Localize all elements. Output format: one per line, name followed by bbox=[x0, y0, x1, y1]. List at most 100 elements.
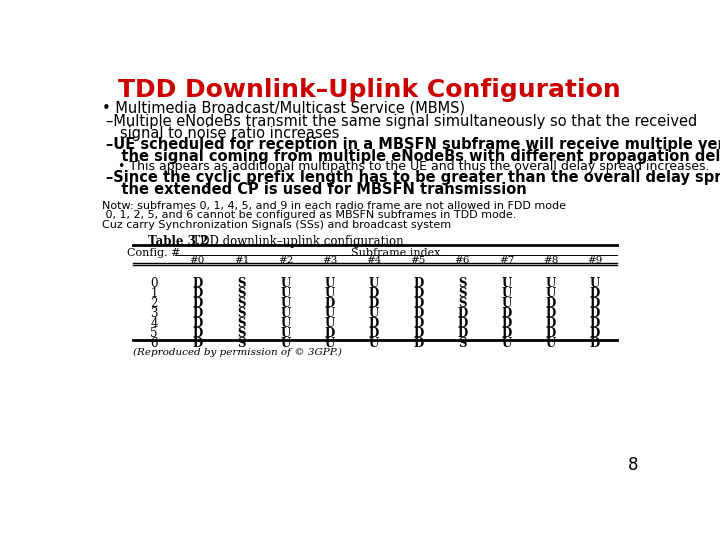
Text: U: U bbox=[281, 287, 291, 300]
Text: • Multimedia Broadcast/Multicast Service (MBMS): • Multimedia Broadcast/Multicast Service… bbox=[102, 101, 464, 116]
Text: S: S bbox=[238, 278, 246, 291]
Text: 0: 0 bbox=[150, 278, 158, 291]
Text: #7: #7 bbox=[499, 256, 514, 265]
Text: 4: 4 bbox=[150, 318, 158, 330]
Text: D: D bbox=[369, 298, 379, 310]
Text: #4: #4 bbox=[366, 256, 382, 265]
Text: U: U bbox=[325, 287, 335, 300]
Text: S: S bbox=[238, 287, 246, 300]
Text: U: U bbox=[281, 318, 291, 330]
Text: 3: 3 bbox=[150, 307, 158, 320]
Text: D: D bbox=[413, 287, 423, 300]
Text: U: U bbox=[501, 278, 512, 291]
Text: D: D bbox=[590, 307, 600, 320]
Text: 1: 1 bbox=[150, 287, 158, 300]
Text: U: U bbox=[325, 278, 335, 291]
Text: D: D bbox=[590, 338, 600, 350]
Text: S: S bbox=[238, 327, 246, 340]
Text: D: D bbox=[457, 318, 467, 330]
Text: 8: 8 bbox=[628, 456, 639, 475]
Text: D: D bbox=[192, 298, 202, 310]
Text: #2: #2 bbox=[278, 256, 293, 265]
Text: D: D bbox=[413, 278, 423, 291]
Text: S: S bbox=[238, 307, 246, 320]
Text: D: D bbox=[546, 298, 556, 310]
Text: D: D bbox=[369, 327, 379, 340]
Text: S: S bbox=[458, 278, 467, 291]
Text: U: U bbox=[501, 338, 512, 350]
Text: 0, 1, 2, 5, and 6 cannot be configured as MBSFN subframes in TDD mode.: 0, 1, 2, 5, and 6 cannot be configured a… bbox=[102, 211, 516, 220]
Text: D: D bbox=[501, 318, 512, 330]
Text: D: D bbox=[457, 327, 467, 340]
Text: S: S bbox=[238, 318, 246, 330]
Text: U: U bbox=[369, 307, 379, 320]
Text: S: S bbox=[238, 338, 246, 350]
Text: Notw: subframes 0, 1, 4, 5, and 9 in each radio frame are not allowed in FDD mod: Notw: subframes 0, 1, 4, 5, and 9 in eac… bbox=[102, 201, 566, 211]
Text: U: U bbox=[281, 298, 291, 310]
Text: D: D bbox=[192, 327, 202, 340]
Text: D: D bbox=[590, 287, 600, 300]
Text: #1: #1 bbox=[234, 256, 249, 265]
Text: U: U bbox=[369, 338, 379, 350]
Text: D: D bbox=[457, 307, 467, 320]
Text: D: D bbox=[590, 318, 600, 330]
Text: U: U bbox=[325, 307, 335, 320]
Text: the extended CP is used for MBSFN transmission: the extended CP is used for MBSFN transm… bbox=[106, 182, 526, 197]
Text: D: D bbox=[369, 318, 379, 330]
Text: #8: #8 bbox=[543, 256, 559, 265]
Text: S: S bbox=[458, 338, 467, 350]
Text: D: D bbox=[369, 287, 379, 300]
Text: S: S bbox=[458, 287, 467, 300]
Text: U: U bbox=[281, 307, 291, 320]
Text: #5: #5 bbox=[410, 256, 426, 265]
Text: the signal coming from multiple eNodeBs with different propagation delays: the signal coming from multiple eNodeBs … bbox=[106, 148, 720, 164]
Text: U: U bbox=[546, 338, 556, 350]
Text: U: U bbox=[546, 278, 556, 291]
Text: D: D bbox=[325, 298, 335, 310]
Text: U: U bbox=[325, 338, 335, 350]
Text: D: D bbox=[501, 307, 512, 320]
Text: signal to noise ratio increases: signal to noise ratio increases bbox=[106, 126, 339, 140]
Text: Subframe index: Subframe index bbox=[351, 248, 441, 258]
Text: Table 3.2: Table 3.2 bbox=[148, 235, 208, 248]
Text: 6: 6 bbox=[150, 338, 158, 350]
Text: U: U bbox=[546, 287, 556, 300]
Text: D: D bbox=[325, 327, 335, 340]
Text: D: D bbox=[192, 287, 202, 300]
Text: D: D bbox=[546, 307, 556, 320]
Text: D: D bbox=[192, 318, 202, 330]
Text: U: U bbox=[501, 287, 512, 300]
Text: (Reproduced by permission of © 3GPP.): (Reproduced by permission of © 3GPP.) bbox=[132, 347, 341, 356]
Text: D: D bbox=[413, 338, 423, 350]
Text: –Since the cyclic prefix length has to be greater than the overall delay spread,: –Since the cyclic prefix length has to b… bbox=[106, 170, 720, 185]
Text: #6: #6 bbox=[455, 256, 470, 265]
Text: 2: 2 bbox=[150, 298, 158, 310]
Text: S: S bbox=[238, 298, 246, 310]
Text: U: U bbox=[325, 318, 335, 330]
Text: D: D bbox=[413, 298, 423, 310]
Text: #9: #9 bbox=[588, 256, 603, 265]
Text: S: S bbox=[458, 298, 467, 310]
Text: D: D bbox=[546, 327, 556, 340]
Text: D: D bbox=[413, 307, 423, 320]
Text: #0: #0 bbox=[189, 256, 205, 265]
Text: –UE scheduled for reception in a MBSFN subframe will receive multiple versions o: –UE scheduled for reception in a MBSFN s… bbox=[106, 137, 720, 152]
Text: U: U bbox=[501, 298, 512, 310]
Text: Cuz carry Synchronization Signals (SSs) and broadcast system: Cuz carry Synchronization Signals (SSs) … bbox=[102, 220, 451, 229]
Text: U: U bbox=[590, 278, 600, 291]
Text: D: D bbox=[192, 307, 202, 320]
Text: –Multiple eNodeBs transmit the same signal simultaneously so that the received: –Multiple eNodeBs transmit the same sign… bbox=[106, 114, 697, 129]
Text: D: D bbox=[590, 327, 600, 340]
Text: 5: 5 bbox=[150, 327, 158, 340]
Text: U: U bbox=[281, 278, 291, 291]
Text: D: D bbox=[413, 318, 423, 330]
Text: D: D bbox=[192, 338, 202, 350]
Text: D: D bbox=[501, 327, 512, 340]
Text: D: D bbox=[413, 327, 423, 340]
Text: U: U bbox=[281, 338, 291, 350]
Text: TDD Downlink–Uplink Configuration: TDD Downlink–Uplink Configuration bbox=[117, 78, 621, 102]
Text: D: D bbox=[546, 318, 556, 330]
Text: TDD downlink–uplink configuration: TDD downlink–uplink configuration bbox=[181, 235, 403, 248]
Text: Config. #: Config. # bbox=[127, 248, 181, 258]
Text: D: D bbox=[590, 298, 600, 310]
